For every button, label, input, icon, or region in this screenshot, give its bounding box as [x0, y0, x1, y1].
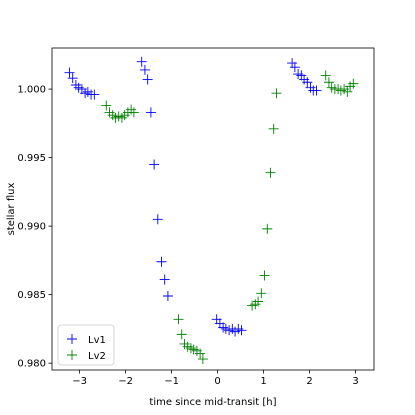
y-tick-label: 0.995	[17, 153, 46, 164]
legend-marker-lv1	[67, 334, 77, 344]
data-point-lv2	[128, 107, 139, 118]
data-point-lv2	[176, 329, 187, 340]
data-point-lv1	[149, 159, 160, 170]
data-point-lv2	[197, 354, 208, 365]
data-point-lv1	[139, 64, 150, 75]
data-point-lv2	[342, 86, 353, 97]
data-point-lv1	[218, 322, 229, 333]
legend-marker-lv2	[67, 350, 77, 360]
x-tick-label: 1	[260, 376, 266, 387]
y-tick-label: 0.980	[17, 359, 46, 370]
data-point-lv1	[142, 74, 153, 85]
data-point-lv2	[195, 348, 206, 359]
x-tick-label: 0	[214, 376, 220, 387]
data-point-lv1	[159, 274, 170, 285]
data-point-lv2	[126, 104, 137, 115]
data-point-lv2	[185, 343, 196, 354]
data-point-lv1	[152, 214, 163, 225]
data-point-lv1	[236, 325, 247, 336]
data-point-lv2	[250, 299, 261, 310]
y-axis-label: stellar flux	[6, 183, 17, 236]
data-point-lv2	[268, 123, 279, 134]
y-tick-label: 1.000	[17, 85, 46, 96]
data-point-lv1	[136, 56, 147, 67]
data-point-lv2	[271, 88, 282, 99]
data-point-lv1	[70, 79, 81, 90]
x-tick-label: 3	[352, 376, 358, 387]
data-point-lv2	[101, 100, 112, 111]
data-point-lv1	[67, 73, 78, 84]
x-tick-label: 2	[306, 376, 312, 387]
data-point-lv2	[259, 270, 270, 281]
data-point-lv1	[162, 291, 173, 302]
data-point-lv1	[287, 58, 298, 69]
data-point-lv1	[64, 67, 75, 78]
data-point-lv1	[289, 62, 300, 73]
data-point-lv2	[320, 70, 331, 81]
y-tick-label: 0.990	[17, 222, 46, 233]
data-point-lv2	[265, 167, 276, 178]
legend-label-lv1: Lv1	[88, 335, 106, 346]
data-point-lv2	[173, 314, 184, 325]
legend-marker-lv2	[67, 350, 77, 360]
axes-frame	[51, 47, 375, 371]
data-point-lv1	[80, 88, 91, 99]
data-point-lv2	[323, 77, 334, 88]
y-axis-ticks: 0.980 0.985 0.990 0.995 1.000	[17, 85, 52, 370]
y-tick-label: 0.985	[17, 290, 46, 301]
data-point-lv1	[302, 77, 313, 88]
x-tick-label: −2	[118, 376, 133, 387]
legend-marker-lv1	[67, 334, 77, 344]
data-point-lv1	[89, 89, 100, 100]
data-point-lv1	[156, 256, 167, 267]
x-tick-label: −1	[164, 376, 179, 387]
data-point-lv2	[116, 112, 127, 123]
data-point-lv2	[262, 223, 273, 234]
data-point-lv1	[145, 107, 156, 118]
data-point-lv2	[256, 288, 267, 299]
data-markers	[64, 56, 359, 365]
data-point-lv2	[253, 296, 264, 307]
data-point-lv1	[296, 70, 307, 81]
x-axis-label: time since mid-transit [h]	[149, 397, 276, 408]
legend: Lv1 Lv2	[57, 324, 115, 366]
data-point-lv2	[107, 110, 118, 121]
x-axis-ticks: −3 −2 −1 0 1 2 3	[72, 370, 359, 387]
data-point-lv2	[348, 78, 359, 89]
legend-label-lv2: Lv2	[88, 351, 106, 362]
x-tick-label: −3	[72, 376, 87, 387]
data-point-lv1	[311, 85, 322, 96]
data-point-lv1	[305, 82, 316, 93]
